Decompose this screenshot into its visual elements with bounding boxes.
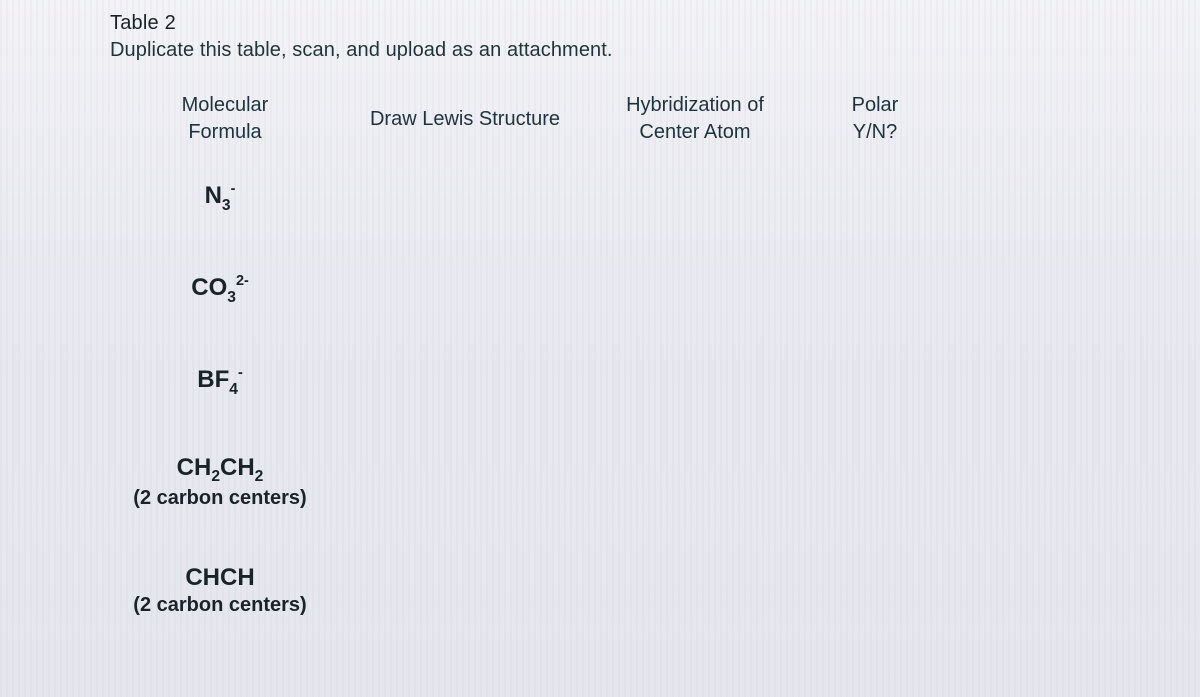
cell-hybridization: [590, 152, 800, 244]
cell-hybridization: [590, 244, 800, 336]
table-row: N3-: [110, 152, 950, 244]
cell-formula: CH2CH2 (2 carbon centers): [110, 428, 340, 536]
cell-hybridization: [590, 428, 800, 536]
molecular-formula: N3-: [205, 183, 236, 208]
col-header-polar: Polar Y/N?: [800, 86, 950, 152]
col-header-formula-l1: Molecular: [120, 92, 330, 119]
cell-polar: [800, 244, 950, 336]
cell-polar: [800, 336, 950, 428]
col-header-hybridization-l2: Center Atom: [600, 119, 790, 146]
cell-polar: [800, 152, 950, 244]
molecular-formula: BF4-: [197, 367, 242, 392]
table-row: CH2CH2 (2 carbon centers): [110, 428, 950, 536]
cell-formula: BF4-: [110, 336, 340, 428]
col-header-polar-l2: Y/N?: [810, 119, 940, 146]
col-header-formula-l2: Formula: [120, 119, 330, 146]
col-header-lewis: Draw Lewis Structure: [340, 86, 590, 152]
cell-hybridization: [590, 536, 800, 644]
page: Table 2 Duplicate this table, scan, and …: [0, 0, 1200, 697]
cell-lewis: [340, 152, 590, 244]
table-row: CHCH (2 carbon centers): [110, 536, 950, 644]
table-number: Table 2: [110, 12, 1160, 35]
col-header-polar-l1: Polar: [810, 92, 940, 119]
formula-note: (2 carbon centers): [110, 594, 330, 617]
cell-formula: N3-: [110, 152, 340, 244]
cell-formula: CO32-: [110, 244, 340, 336]
cell-lewis: [340, 536, 590, 644]
chemistry-table: Molecular Formula Draw Lewis Structure H…: [110, 86, 950, 644]
cell-lewis: [340, 336, 590, 428]
molecular-formula: CO32-: [191, 275, 248, 300]
col-header-formula: Molecular Formula: [110, 86, 340, 152]
instruction-text: Duplicate this table, scan, and upload a…: [110, 39, 1160, 62]
col-header-hybridization: Hybridization of Center Atom: [590, 86, 800, 152]
cell-polar: [800, 428, 950, 536]
col-header-lewis-l1: Draw Lewis Structure: [350, 106, 580, 133]
col-header-hybridization-l1: Hybridization of: [600, 92, 790, 119]
cell-hybridization: [590, 336, 800, 428]
table-row: CO32-: [110, 244, 950, 336]
cell-lewis: [340, 244, 590, 336]
cell-polar: [800, 536, 950, 644]
formula-note: (2 carbon centers): [110, 487, 330, 510]
table-header: Molecular Formula Draw Lewis Structure H…: [110, 86, 950, 152]
cell-formula: CHCH (2 carbon centers): [110, 536, 340, 644]
table-row: BF4-: [110, 336, 950, 428]
molecular-formula: CH2CH2: [177, 455, 264, 480]
molecular-formula: CHCH: [185, 565, 254, 590]
cell-lewis: [340, 428, 590, 536]
table-body: N3-CO32-BF4-CH2CH2(2 carbon centers)CHCH…: [110, 152, 950, 644]
